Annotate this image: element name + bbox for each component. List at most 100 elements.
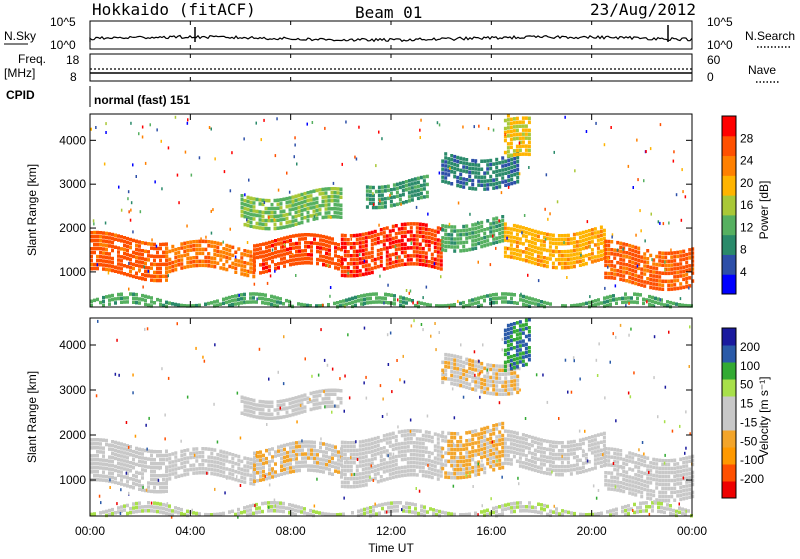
power-cell <box>153 243 156 247</box>
power-noise-cell <box>422 296 424 299</box>
power-cell <box>492 182 495 186</box>
power-cell <box>516 121 519 125</box>
power-cell <box>132 297 135 301</box>
velocity-cell <box>129 465 132 469</box>
power-cell <box>483 232 486 236</box>
power-cell <box>313 201 316 205</box>
velocity-cell <box>525 327 528 331</box>
velocity-cell <box>489 364 492 368</box>
power-cell <box>622 274 625 278</box>
power-cell <box>600 301 603 305</box>
velocity-echo-band <box>504 318 531 372</box>
power-cell <box>147 254 150 258</box>
power-cell <box>676 263 679 267</box>
velocity-cell <box>174 475 177 479</box>
power-echo-band <box>366 175 429 210</box>
velocity-cell <box>507 368 510 372</box>
velocity-cell <box>392 448 395 452</box>
power-cell <box>486 187 489 191</box>
velocity-cell <box>582 442 585 446</box>
power-noise-cell <box>528 166 530 169</box>
velocity-cell <box>413 457 416 461</box>
power-cell <box>591 236 594 240</box>
power-cell <box>177 259 180 263</box>
power-cell <box>249 254 252 257</box>
velocity-cell <box>159 482 162 486</box>
velocity-cell <box>661 491 664 495</box>
power-cell <box>477 171 480 175</box>
velocity-cell <box>259 400 262 404</box>
power-noise-cell <box>640 229 642 232</box>
velocity-cell <box>431 476 434 480</box>
power-noise-cell <box>495 247 497 250</box>
velocity-cell <box>386 461 389 465</box>
power-cell <box>673 267 676 271</box>
velocity-cell <box>483 383 486 387</box>
power-noise-cell <box>145 162 147 165</box>
power-cell <box>165 259 168 263</box>
velocity-cell <box>371 458 374 462</box>
power-cell <box>252 292 255 296</box>
velocity-cell <box>291 508 294 512</box>
velocity-cell <box>216 469 219 473</box>
power-cell <box>340 192 343 196</box>
power-noise-cell <box>267 282 269 285</box>
velocity-cell <box>688 476 691 480</box>
power-cell <box>631 257 634 261</box>
power-cell <box>474 171 477 175</box>
power-cell <box>471 239 474 243</box>
power-cell <box>159 275 162 279</box>
velocity-cell <box>504 365 507 369</box>
power-cell <box>359 233 362 237</box>
power-noise-cell <box>274 218 276 221</box>
power-cell <box>477 179 480 183</box>
power-cell <box>333 302 336 306</box>
velocity-cell <box>289 442 292 446</box>
velocity-cell <box>437 457 440 461</box>
velocity-cell <box>525 454 528 458</box>
power-cell <box>369 202 372 206</box>
power-cell <box>537 259 540 263</box>
velocity-cell <box>480 444 483 448</box>
power-cell <box>165 267 168 271</box>
velocity-cell <box>640 487 643 491</box>
power-cell <box>486 171 489 175</box>
power-cell <box>468 171 471 175</box>
power-cell <box>419 255 422 259</box>
power-cell <box>371 231 374 235</box>
velocity-cell <box>676 462 679 466</box>
velocity-cell <box>474 384 477 388</box>
power-cell <box>474 239 477 243</box>
velocity-cell <box>616 456 619 460</box>
power-cell <box>597 246 600 250</box>
power-cell <box>165 247 168 251</box>
power-cell <box>468 232 471 236</box>
power-noise-cell <box>105 122 107 125</box>
velocity-cell <box>582 466 585 470</box>
power-cell <box>413 234 416 238</box>
power-cell <box>210 301 213 305</box>
velocity-cell <box>234 454 237 458</box>
power-noise-cell <box>645 150 647 153</box>
power-cell <box>483 236 486 240</box>
velocity-cell <box>404 437 407 441</box>
velocity-cell <box>682 457 685 461</box>
velocity-cell <box>525 438 528 442</box>
velocity-cell <box>277 416 280 420</box>
velocity-cell <box>616 460 619 464</box>
power-cell <box>604 260 607 264</box>
velocity-cell <box>304 397 307 401</box>
power-cell <box>322 192 325 196</box>
velocity-cell <box>132 458 135 462</box>
velocity-cell <box>177 507 180 511</box>
power-cell <box>416 222 419 226</box>
velocity-cell <box>658 499 661 503</box>
power-cell <box>331 241 334 245</box>
velocity-cell <box>126 464 129 468</box>
power-noise-cell <box>439 123 441 126</box>
velocity-cell <box>504 392 507 396</box>
velocity-cell <box>135 455 138 459</box>
power-cell <box>437 258 440 262</box>
power-cell <box>423 183 426 187</box>
velocity-cell <box>261 502 264 506</box>
